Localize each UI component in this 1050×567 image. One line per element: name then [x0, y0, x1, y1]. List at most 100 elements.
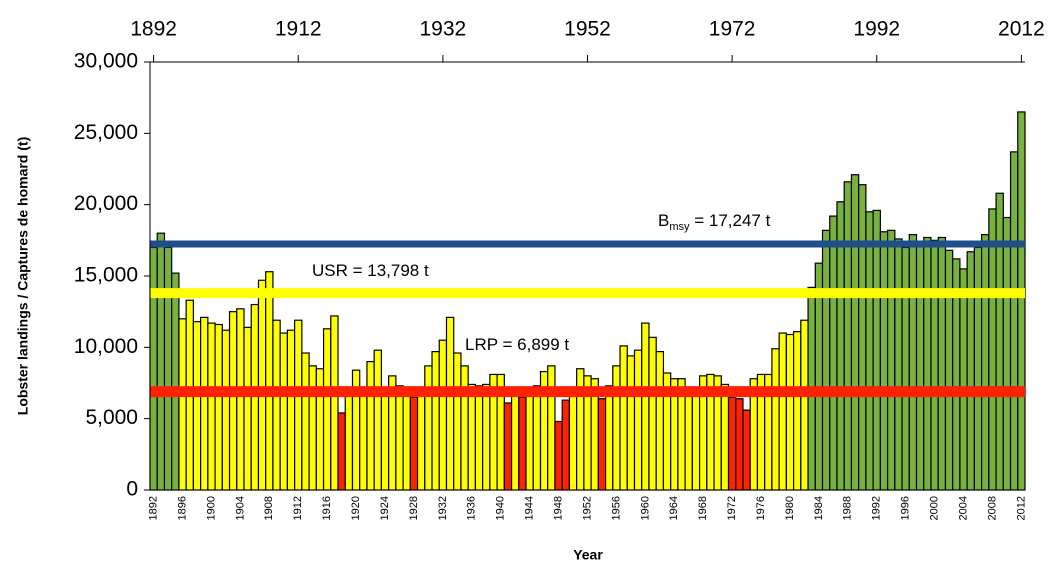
bar — [865, 211, 874, 491]
reference-label-suffix: = 17,247 t — [690, 211, 771, 230]
bar — [973, 246, 983, 491]
y-axis-title: Lobster landings / Captures de homard (t… — [15, 137, 31, 415]
bar — [438, 339, 448, 491]
bar — [214, 323, 223, 491]
bar — [568, 389, 578, 491]
x-tick-label: 1968 — [697, 496, 709, 520]
x2-tick-label: 2012 — [998, 18, 1045, 41]
reference-label: Bmsy = 17,247 t — [658, 211, 771, 232]
bar — [330, 315, 339, 491]
y-tick-label: 0 — [126, 478, 138, 501]
bar — [286, 329, 296, 491]
bar — [257, 279, 267, 491]
bar — [171, 272, 180, 491]
x-tick-label: 1960 — [639, 496, 651, 520]
bar — [894, 238, 903, 491]
x2-tick-label: 1892 — [130, 18, 177, 41]
x2-tick-label: 1932 — [420, 18, 467, 41]
x-tick-label: 1976 — [755, 496, 767, 520]
bar — [525, 386, 534, 491]
bar — [207, 322, 216, 491]
bar — [409, 396, 419, 491]
bar — [265, 271, 274, 491]
bar — [294, 319, 303, 491]
bar — [908, 234, 918, 491]
bar — [467, 383, 477, 491]
bar — [453, 352, 462, 491]
bar — [727, 396, 737, 491]
bar — [178, 318, 187, 491]
bar — [785, 333, 795, 491]
bar — [850, 174, 860, 491]
x-tick-label: 1992 — [871, 496, 883, 520]
bar — [604, 385, 614, 491]
bar — [879, 231, 889, 491]
x2-tick-label: 1972 — [709, 18, 756, 41]
bar — [612, 365, 621, 491]
y-tick-label: 5,000 — [85, 406, 138, 429]
x-tick-label: 1980 — [784, 496, 796, 520]
x-tick-label: 1948 — [552, 496, 564, 520]
x-tick-label: 1944 — [524, 496, 536, 520]
bar — [944, 249, 954, 491]
bar — [735, 398, 744, 491]
bar — [518, 396, 527, 491]
reference-label-text: LRP = 6,899 t — [465, 335, 569, 354]
bar — [250, 303, 260, 491]
y-tick-label: 30,000 — [74, 50, 138, 73]
bar — [547, 365, 556, 491]
x-axis-title: Year — [573, 547, 603, 563]
x-tick-label: 1928 — [408, 496, 420, 520]
bar — [561, 399, 571, 491]
bar — [633, 349, 643, 491]
x-tick-label: 1932 — [437, 496, 449, 520]
x-tick-label: 1904 — [234, 496, 246, 520]
bar — [510, 388, 520, 491]
bar — [887, 229, 896, 491]
x-tick-label: 1900 — [205, 496, 217, 520]
bar — [1002, 216, 1012, 491]
x-tick-label: 1988 — [842, 496, 854, 520]
bar — [431, 351, 440, 491]
x-tick-label: 1892 — [148, 496, 160, 520]
bar — [395, 385, 404, 491]
bar — [858, 184, 867, 491]
x-tick-label: 1908 — [263, 496, 275, 520]
x-tick-label: 1896 — [176, 496, 188, 520]
bar — [597, 398, 607, 491]
bar — [163, 246, 173, 491]
x2-tick-label: 1992 — [853, 18, 900, 41]
bar — [373, 349, 383, 491]
bar — [474, 385, 484, 491]
bar — [380, 386, 390, 491]
bar — [532, 385, 542, 491]
x-tick-label: 1984 — [813, 496, 825, 520]
x-tick-label: 2004 — [957, 496, 969, 520]
reference-label: USR = 13,798 t — [312, 261, 429, 280]
x2-tick-label: 1952 — [564, 18, 611, 41]
reference-label: LRP = 6,899 t — [465, 335, 569, 354]
bar — [424, 365, 433, 491]
bar — [829, 215, 838, 491]
bar — [655, 351, 665, 491]
bar — [221, 329, 231, 491]
bar — [937, 236, 947, 491]
y-tick-label: 20,000 — [74, 192, 138, 215]
bar — [301, 352, 310, 491]
reference-label-text: USR = 13,798 t — [312, 261, 429, 280]
bar — [915, 245, 925, 491]
bar — [720, 383, 730, 491]
x2-tick-label: 1912 — [275, 18, 322, 41]
bar — [684, 386, 693, 491]
y-tick-label: 10,000 — [74, 335, 138, 358]
bar — [988, 208, 997, 491]
bar — [308, 365, 317, 491]
bar — [503, 402, 513, 491]
reference-label-sub: msy — [669, 221, 690, 233]
bar — [149, 246, 158, 491]
bar — [554, 420, 563, 491]
bar — [995, 192, 1004, 491]
bar — [192, 321, 202, 491]
x-tick-label: 1956 — [610, 496, 622, 520]
